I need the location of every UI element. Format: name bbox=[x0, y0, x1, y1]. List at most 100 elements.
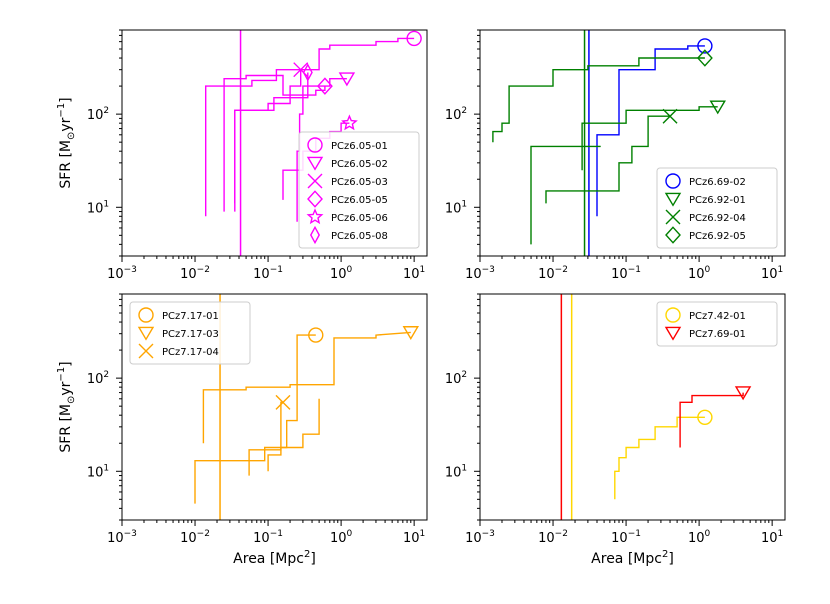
x-axis-label: Area [Mpc2] bbox=[591, 549, 674, 567]
series-marker-PCz7.17-04 bbox=[275, 394, 291, 410]
legend-marker-PCz6.69-02 bbox=[665, 173, 681, 189]
series-marker-PCz6.92-05 bbox=[696, 49, 713, 67]
legend-label-PCz6.92-01: PCz6.92-01 bbox=[689, 195, 746, 206]
series-marker-PCz6.69-02 bbox=[697, 38, 713, 54]
y-tick-label: 101 bbox=[445, 463, 467, 480]
series-line-PCz6.92-05 bbox=[492, 57, 705, 143]
series-line-PCz7.17-04 bbox=[248, 401, 283, 476]
legend-label-PCz6.05-02: PCz6.05-02 bbox=[331, 159, 388, 170]
series-marker-PCz7.17-03 bbox=[402, 326, 420, 341]
y-tick-label: 101 bbox=[87, 463, 109, 480]
legend-label-PCz6.05-05: PCz6.05-05 bbox=[331, 195, 388, 206]
legend-label-PCz7.42-01: PCz7.42-01 bbox=[689, 311, 746, 322]
legend-frame bbox=[129, 301, 251, 365]
x-tick-label: 100 bbox=[688, 529, 711, 546]
legend-marker-PCz6.92-01 bbox=[664, 192, 682, 207]
series-marker-PCz6.05-02 bbox=[338, 72, 356, 87]
series-line-PCz6.05-08 bbox=[296, 72, 309, 222]
x-tick-label: 100 bbox=[688, 265, 711, 282]
series-marker-PCz7.17-01 bbox=[308, 327, 324, 343]
series-marker-PCz6.92-04 bbox=[662, 108, 678, 124]
legend-label-PCz6.05-06: PCz6.05-06 bbox=[331, 213, 388, 224]
series-line-PCz7.42-01 bbox=[614, 416, 705, 500]
legend-label-PCz6.05-03: PCz6.05-03 bbox=[331, 177, 388, 188]
series-line-PCz6.05-05 bbox=[234, 86, 326, 204]
y-tick-label: 102 bbox=[445, 370, 467, 387]
y-tick-label: 102 bbox=[87, 106, 109, 123]
axes-frame bbox=[479, 29, 786, 257]
x-tick-label: 10−1 bbox=[611, 265, 641, 282]
series-line-PCz6.92-01 bbox=[581, 106, 718, 171]
y-tick-label: 101 bbox=[445, 199, 467, 216]
legend-frame bbox=[298, 131, 420, 249]
legend: PCz7.17-01 PCz7.17-03 PCz7.17-04 bbox=[129, 301, 251, 365]
legend-marker-PCz6.05-05 bbox=[307, 190, 323, 208]
series-line-PCz6.05-01 bbox=[205, 37, 415, 217]
x-tick-label: 101 bbox=[403, 529, 425, 546]
series-marker-PCz7.69-01 bbox=[734, 386, 752, 401]
legend-marker-PCz7.17-01 bbox=[138, 307, 154, 323]
panel-top-left: 10−3 10−2 10−1 100 101 101 102 SFR [M⊙yr−1] PCz6… bbox=[56, 29, 428, 282]
x-tick-label: 10−1 bbox=[611, 529, 641, 546]
series-line-PCz6.92-extra bbox=[530, 145, 601, 245]
y-axis-label: SFR [M⊙yr−1] bbox=[56, 97, 77, 188]
panel-bottom-right: 10−3 10−2 10−1 100 101 101 102 Area [Mpc2] PCz7.… bbox=[445, 293, 786, 567]
legend-label-PCz6.05-01: PCz6.05-01 bbox=[331, 141, 388, 152]
legend-frame bbox=[656, 301, 778, 347]
axes-frame bbox=[479, 293, 786, 521]
series-marker-PCz6.92-01 bbox=[709, 100, 726, 115]
legend-marker-PCz6.05-08 bbox=[310, 225, 320, 245]
plot-area bbox=[492, 30, 718, 256]
x-tick-label: 100 bbox=[330, 529, 353, 546]
series-marker-PCz7.42-01 bbox=[697, 409, 713, 425]
y-tick-label: 101 bbox=[87, 199, 109, 216]
legend-marker-PCz7.69-01 bbox=[664, 326, 682, 341]
x-tick-label: 10−3 bbox=[465, 529, 495, 546]
legend-label-PCz7.17-01: PCz7.17-01 bbox=[162, 311, 219, 322]
legend-label-PCz6.92-04: PCz6.92-04 bbox=[689, 213, 746, 224]
plot-area bbox=[560, 294, 744, 520]
legend-marker-PCz6.05-02 bbox=[306, 156, 324, 171]
legend-marker-PCz6.05-06 bbox=[306, 208, 324, 225]
series-marker-PCz6.05-08 bbox=[302, 63, 313, 82]
x-tick-label: 10−3 bbox=[465, 265, 495, 282]
y-tick-label: 102 bbox=[445, 106, 467, 123]
x-tick-label: 10−2 bbox=[538, 529, 568, 546]
legend-marker-PCz7.17-04 bbox=[138, 343, 154, 359]
x-tick-label: 101 bbox=[403, 265, 425, 282]
y-tick-label: 102 bbox=[87, 370, 109, 387]
x-tick-label: 10−3 bbox=[107, 265, 137, 282]
x-tick-label: 10−2 bbox=[538, 265, 568, 282]
x-tick-label: 101 bbox=[761, 265, 783, 282]
legend: PCz6.69-02 PCz6.92-01 PCz6.92-04 PCz6.92-05 bbox=[656, 167, 778, 249]
series-line-PCz7.69-01 bbox=[679, 392, 744, 448]
series-line-PCz7.17-03 bbox=[202, 331, 411, 444]
panel-bottom-left: 10−3 10−2 10−1 100 101 101 102 Area [Mpc2] SFR [… bbox=[56, 293, 428, 567]
legend-label-PCz6.05-08: PCz6.05-08 bbox=[331, 231, 388, 242]
x-tick-label: 100 bbox=[330, 265, 353, 282]
legend: PCz7.42-01 PCz7.69-01 bbox=[656, 301, 778, 347]
legend-marker-PCz6.92-04 bbox=[665, 209, 681, 225]
legend-label-PCz6.92-05: PCz6.92-05 bbox=[689, 231, 746, 242]
series-marker-PCz6.05-06 bbox=[341, 114, 358, 131]
legend-label-PCz7.17-03: PCz7.17-03 bbox=[162, 329, 219, 340]
x-axis-label: Area [Mpc2] bbox=[233, 549, 316, 567]
series-line-PCz6.69-02 bbox=[596, 45, 705, 217]
legend-label-PCz7.17-04: PCz7.17-04 bbox=[162, 347, 219, 358]
series-marker-PCz6.05-05 bbox=[316, 77, 333, 95]
legend-marker-PCz7.42-01 bbox=[665, 307, 681, 323]
legend-marker-PCz6.05-03 bbox=[307, 173, 323, 189]
axes-frame bbox=[121, 293, 428, 521]
x-tick-label: 10−1 bbox=[253, 529, 283, 546]
legend-label-PCz7.69-01: PCz7.69-01 bbox=[689, 329, 746, 340]
legend-marker-PCz6.05-01 bbox=[307, 137, 323, 153]
legend-marker-PCz7.17-03 bbox=[137, 326, 155, 341]
series-line-PCz6.92-04 bbox=[545, 115, 670, 204]
series-line-PCz7.17-extra bbox=[267, 398, 320, 472]
x-tick-label: 101 bbox=[761, 529, 783, 546]
x-tick-label: 10−1 bbox=[253, 265, 283, 282]
legend-marker-PCz6.92-05 bbox=[665, 226, 681, 244]
legend-frame bbox=[656, 167, 778, 249]
series-marker-PCz6.05-01 bbox=[406, 30, 422, 47]
